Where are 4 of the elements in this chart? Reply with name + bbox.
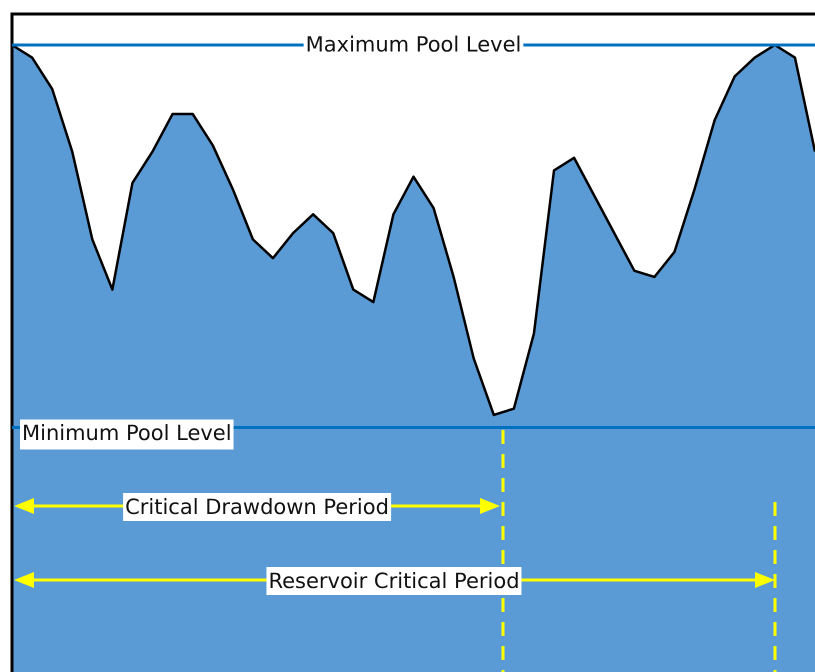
ref-line-label: Maximum Pool Level xyxy=(306,32,522,56)
ref-line-label: Minimum Pool Level xyxy=(22,420,232,445)
annotation: Critical Drawdown Period xyxy=(123,493,391,521)
annotation: Reservoir Critical Period xyxy=(266,567,522,595)
